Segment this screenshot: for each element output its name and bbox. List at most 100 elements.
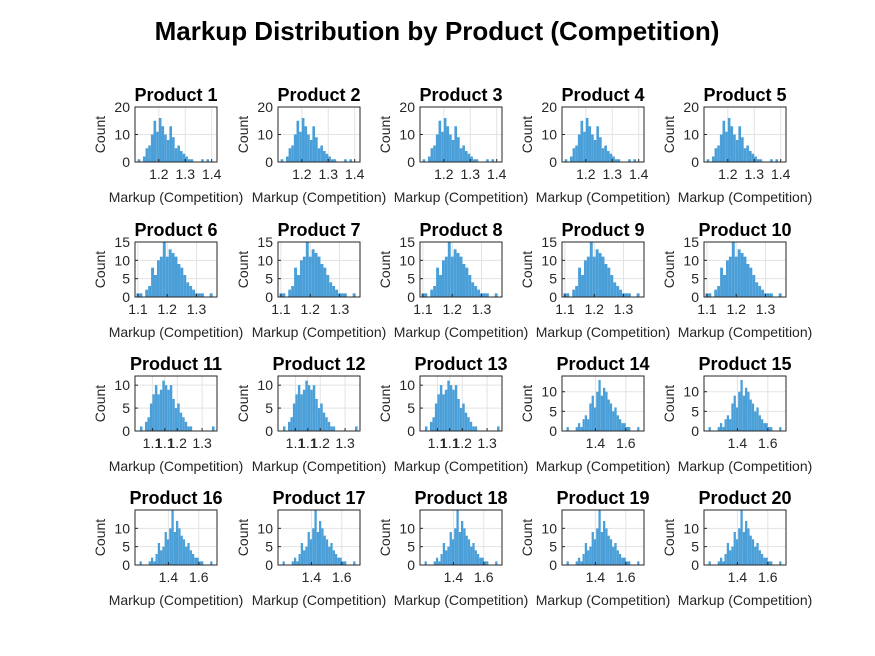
x-tick-label: 1.6: [332, 569, 352, 585]
histogram-bar: [300, 543, 304, 565]
histogram-bar: [577, 134, 581, 162]
y-tick-label: 10: [541, 252, 557, 268]
figure-title: Markup Distribution by Product (Competit…: [155, 16, 720, 46]
histogram-bar: [169, 528, 172, 565]
histogram-bar: [185, 546, 188, 565]
histogram-bar: [770, 561, 773, 565]
histogram-bar: [153, 120, 157, 162]
histogram-bar: [612, 411, 615, 431]
subplot-title: Product 1: [134, 85, 217, 105]
y-axis-label: Count: [235, 519, 251, 556]
histogram-bar: [464, 151, 468, 162]
histogram-bar: [158, 118, 162, 162]
subplot-title: Product 7: [277, 220, 360, 240]
histogram-bar: [779, 427, 782, 431]
histogram-bar: [449, 532, 452, 565]
x-axis-label: Markup (Competition): [394, 324, 529, 340]
histogram-bar: [314, 253, 318, 297]
x-tick-label: 1.3: [330, 301, 350, 317]
histogram-bar: [299, 131, 302, 162]
histogram-bar: [725, 260, 729, 297]
histogram-bar: [609, 153, 613, 162]
y-tick-label: 10: [541, 520, 557, 536]
histogram-bar: [441, 131, 444, 162]
histogram-bar: [182, 153, 186, 162]
histogram-bar: [451, 539, 455, 565]
y-tick-label: 10: [114, 520, 130, 536]
histogram-bar: [465, 267, 469, 297]
histogram-bar: [587, 550, 590, 565]
histogram-bar: [470, 546, 473, 565]
histogram-bar: [156, 131, 159, 162]
subplot-title: Product 8: [419, 220, 502, 240]
histogram-bar: [737, 249, 741, 297]
histogram-bar: [585, 118, 589, 162]
histogram-bar: [760, 554, 764, 565]
x-axis-label: Markup (Competition): [536, 189, 671, 205]
y-tick-label: 5: [122, 271, 130, 287]
histogram-bar: [735, 407, 739, 431]
histogram-bar: [304, 126, 308, 162]
histogram-bar: [310, 389, 313, 431]
y-tick-label: 5: [407, 400, 415, 416]
histogram-bar: [291, 561, 294, 565]
y-axis-label: Count: [235, 116, 251, 153]
histogram-bar: [572, 289, 576, 297]
histogram-bar: [596, 391, 599, 431]
y-axis-label: Count: [661, 385, 677, 422]
histogram-bar: [446, 126, 450, 162]
x-tick-label: 1.4: [771, 166, 791, 182]
histogram-bar: [442, 394, 445, 431]
histogram-bar: [605, 391, 608, 431]
histogram-bar: [627, 293, 631, 297]
histogram-bar: [307, 385, 311, 431]
histogram-bar: [479, 557, 482, 565]
histogram-bar: [476, 554, 480, 565]
histogram-bar: [569, 156, 573, 162]
x-tick-label: 1.3: [192, 435, 212, 451]
x-axis-label: Markup (Competition): [678, 458, 813, 474]
histogram-bar: [172, 137, 175, 162]
histogram-bar: [719, 557, 723, 565]
subplot-title: Product 19: [556, 488, 649, 508]
histogram-bar: [179, 151, 183, 162]
histogram-bar: [740, 510, 743, 565]
x-axis-label: Markup (Competition): [678, 189, 813, 205]
histogram-bar: [717, 561, 720, 565]
histogram-bar: [166, 539, 170, 565]
x-tick-label: 1.3: [187, 301, 207, 317]
histogram-bar: [612, 546, 615, 565]
y-tick-label: 20: [399, 99, 415, 115]
histogram-bar: [155, 554, 158, 565]
axes-frame: [703, 509, 787, 566]
y-tick-label: 0: [407, 423, 415, 439]
histogram-bar: [459, 408, 463, 431]
histogram-bar: [189, 426, 193, 431]
histogram-bar: [607, 535, 610, 565]
y-tick-label: 10: [399, 520, 415, 536]
x-tick-label: 1.6: [758, 435, 778, 451]
subplot-title: Product 15: [698, 354, 791, 374]
histogram-bar: [751, 403, 755, 431]
histogram-bar: [474, 286, 478, 297]
histogram-bar: [456, 510, 459, 565]
x-tick-label: 1.4: [202, 166, 222, 182]
subplot-product-20: 1.4 1.6 0 5 10 Product 20 Markup (Competition)…: [661, 488, 812, 608]
y-tick-label: 15: [399, 234, 415, 250]
histogram-bar: [210, 561, 213, 565]
histogram-bar: [765, 557, 768, 565]
histogram-bar: [335, 289, 339, 297]
y-tick-label: 20: [683, 99, 699, 115]
histogram-bar: [184, 421, 188, 431]
histogram-bar: [564, 159, 568, 162]
histogram-bar: [353, 561, 356, 565]
histogram-bar: [139, 426, 143, 431]
histogram-bar: [740, 253, 744, 297]
histogram-bar: [724, 554, 727, 565]
